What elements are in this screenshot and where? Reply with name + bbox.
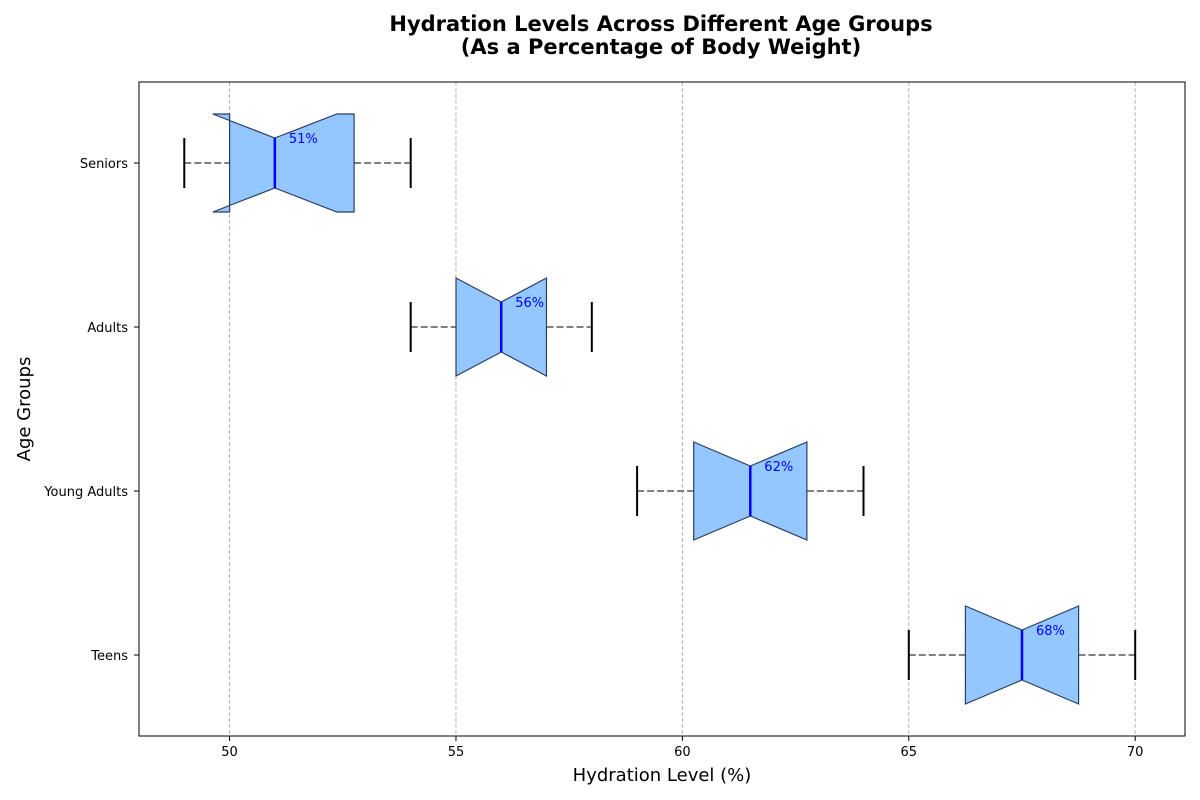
boxes: 68% 62% 56% 51% [183,113,1137,705]
median-label: 51% [289,132,318,147]
x-tick-label: 50 [221,745,238,760]
y-tick-label: Young Adults [43,485,128,500]
y-axis-label: Age Groups [14,357,35,462]
plot-frame [138,81,1186,737]
x-tick-label: 70 [1127,745,1144,760]
y-tick-label: Teens [90,649,128,664]
chart-title: Hydration Levels Across Different Age Gr… [389,12,932,36]
x-axis-label: Hydration Level (%) [573,765,752,786]
median-label: 62% [764,460,793,475]
x-tick-label: 55 [448,745,465,760]
box-seniors [212,113,355,213]
median-label: 56% [515,296,544,311]
x-tick-label: 65 [901,745,918,760]
median-label: 68% [1036,624,1065,639]
chart-subtitle: (As a Percentage of Body Weight) [461,35,861,59]
x-tick-label: 60 [674,745,691,760]
ticks: 50 55 60 65 70 Teens Young Adults Adults Seniors [43,157,1143,760]
y-tick-label: Adults [87,321,128,336]
y-tick-label: Seniors [80,157,128,172]
